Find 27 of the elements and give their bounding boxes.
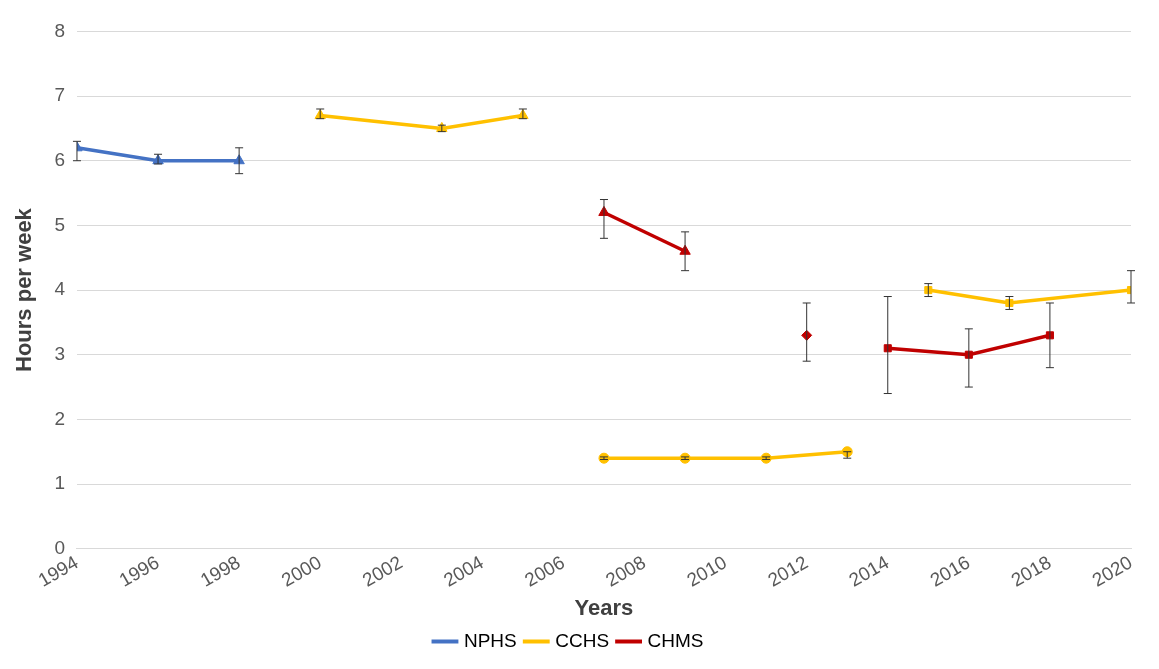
x-tick-label: 2000 — [277, 551, 325, 591]
y-tick-label: 2 — [54, 407, 65, 429]
x-tick-label: 2016 — [926, 551, 974, 591]
x-tick-label: 2008 — [602, 551, 650, 591]
y-tick-label: 1 — [54, 472, 65, 494]
x-tick-label: 1998 — [196, 551, 244, 591]
x-axis-title: Years — [574, 594, 634, 620]
legend-label: NPHS — [463, 629, 517, 651]
legend-label: CHMS — [647, 629, 704, 651]
y-tick-label: 7 — [54, 84, 65, 106]
x-tick-label: 2018 — [1007, 551, 1055, 591]
x-tick-label: 2010 — [683, 551, 731, 591]
y-tick-label: 0 — [54, 536, 65, 558]
y-tick-label: 5 — [54, 213, 65, 235]
y-tick-label: 6 — [54, 148, 65, 170]
x-tick-label: 2002 — [358, 551, 406, 591]
x-tick-label: 2020 — [1088, 551, 1136, 591]
y-tick-label: 8 — [54, 19, 65, 41]
x-tick-label: 2006 — [520, 551, 569, 591]
x-tick-label: 2014 — [845, 551, 893, 591]
y-tick-label: 4 — [54, 278, 66, 300]
x-tick-label: 2004 — [439, 551, 487, 591]
y-tick-label: 3 — [54, 342, 65, 364]
x-tick-label: 2012 — [764, 551, 812, 591]
y-axis-title: Hours per week — [11, 207, 37, 372]
legend-label: CCHS — [555, 629, 610, 651]
x-tick-label: 1996 — [115, 551, 163, 591]
